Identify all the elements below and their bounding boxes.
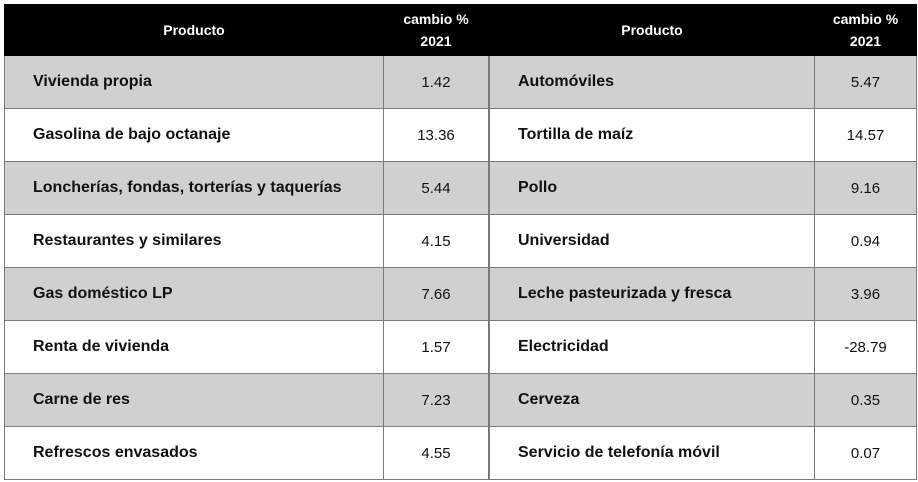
table-row: Servicio de telefonía móvil 0.07 [489,426,917,480]
change-header-label: cambio % [403,11,469,27]
product-cell: Gasolina de bajo octanaje [4,108,384,162]
table-header-row: Producto cambio % 2021 [489,4,917,56]
left-price-table: Producto cambio % 2021 Vivienda propia 1.4… [4,4,489,480]
table-row: Cerveza 0.35 [489,373,917,427]
table-row: Pollo 9.16 [489,161,917,215]
change-cell: 7.66 [383,267,489,321]
table-row: Gas doméstico LP 7.66 [4,267,489,321]
table-row: Tortilla de maíz 14.57 [489,108,917,162]
product-cell: Loncherías, fondas, torterías y taquería… [4,161,384,215]
table-row: Automóviles 5.47 [489,55,917,109]
change-cell: 14.57 [814,108,917,162]
product-cell: Leche pasteurizada y fresca [489,267,815,321]
change-header-year: 2021 [420,33,452,49]
product-cell: Renta de vivienda [4,320,384,374]
table-row: Restaurantes y similares 4.15 [4,214,489,268]
change-cell: 1.57 [383,320,489,374]
change-cell: 5.44 [383,161,489,215]
change-cell: 4.15 [383,214,489,268]
product-cell: Refrescos envasados [4,426,384,480]
change-cell: 5.47 [814,55,917,109]
change-cell: 7.23 [383,373,489,427]
table-row: Renta de vivienda 1.57 [4,320,489,374]
product-cell: Servicio de telefonía móvil [489,426,815,480]
table-row: Vivienda propia 1.42 [4,55,489,109]
product-cell: Gas doméstico LP [4,267,384,321]
product-cell: Cerveza [489,373,815,427]
change-cell: 4.55 [383,426,489,480]
change-column-header: cambio % 2021 [383,4,489,56]
product-cell: Tortilla de maíz [489,108,815,162]
change-cell: 0.94 [814,214,917,268]
product-column-header: Producto [4,4,384,56]
product-column-header: Producto [489,4,815,56]
product-cell: Pollo [489,161,815,215]
change-cell: 0.35 [814,373,917,427]
table-row: Gasolina de bajo octanaje 13.36 [4,108,489,162]
change-header-label: cambio % [832,11,899,27]
change-cell: 3.96 [814,267,917,321]
table-row: Carne de res 7.23 [4,373,489,427]
table-header-row: Producto cambio % 2021 [4,4,489,56]
right-price-table: Producto cambio % 2021 Automóviles 5.47 To… [489,4,917,480]
table-row: Leche pasteurizada y fresca 3.96 [489,267,917,321]
change-header-year: 2021 [849,33,882,49]
change-cell: 1.42 [383,55,489,109]
price-change-tables: Producto cambio % 2021 Vivienda propia 1.4… [4,4,917,480]
change-cell: 0.07 [814,426,917,480]
product-cell: Automóviles [489,55,815,109]
product-cell: Restaurantes y similares [4,214,384,268]
change-cell: -28.79 [814,320,917,374]
table-row: Refrescos envasados 4.55 [4,426,489,480]
table-row: Electricidad -28.79 [489,320,917,374]
table-row: Loncherías, fondas, torterías y taquería… [4,161,489,215]
product-cell: Electricidad [489,320,815,374]
table-row: Universidad 0.94 [489,214,917,268]
product-cell: Carne de res [4,373,384,427]
change-column-header: cambio % 2021 [814,4,917,56]
product-cell: Universidad [489,214,815,268]
change-cell: 13.36 [383,108,489,162]
product-cell: Vivienda propia [4,55,384,109]
change-cell: 9.16 [814,161,917,215]
